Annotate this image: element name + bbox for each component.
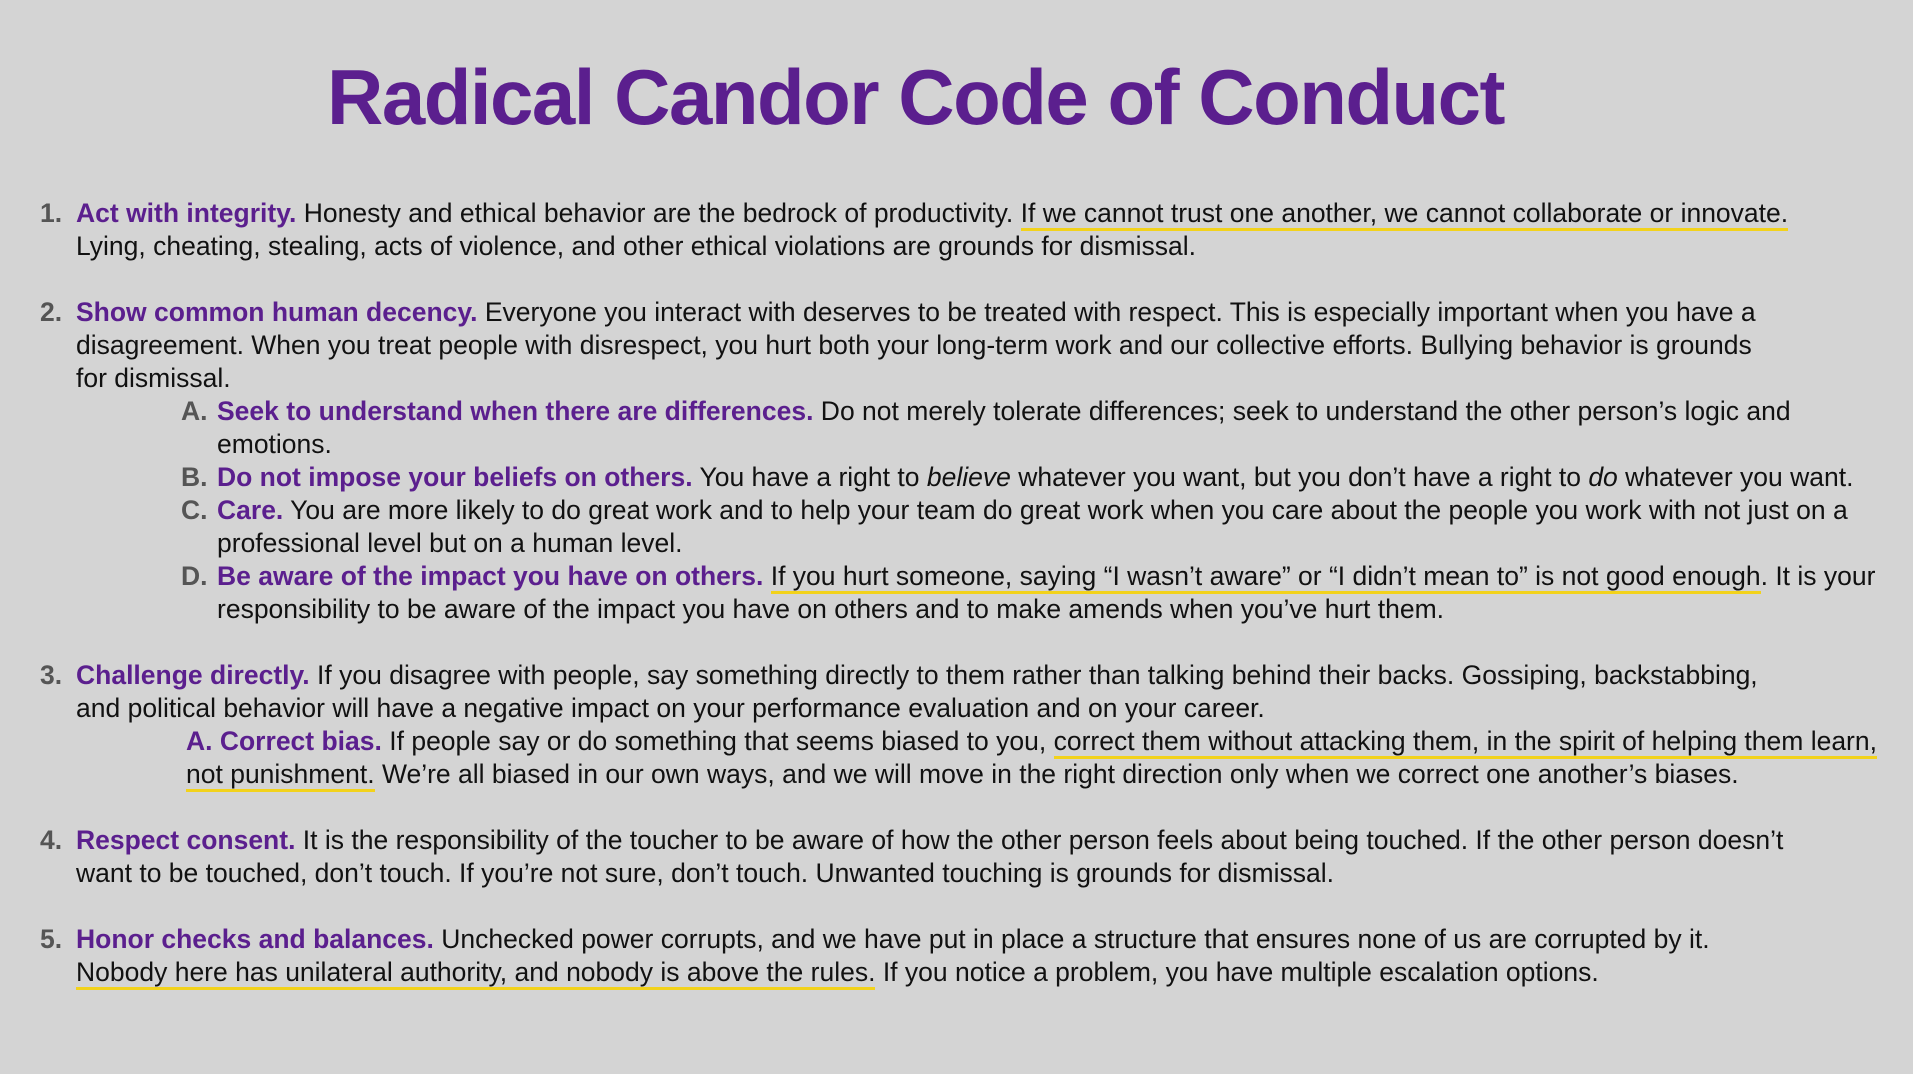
list-item-3: 3. Challenge directly. If you disagree w… xyxy=(0,659,1790,725)
item-number: 4. xyxy=(40,825,63,855)
sub-item-text: You are more likely to do great work and… xyxy=(217,495,1848,558)
item-heading: Show common human decency. xyxy=(76,297,478,327)
item-text: Honesty and ethical behavior are the bed… xyxy=(296,198,1021,228)
item-number: 2. xyxy=(40,297,63,327)
highlighted-text: Nobody here has unilateral authority, an… xyxy=(76,957,876,990)
item-text: Unchecked power corrupts, and we have pu… xyxy=(433,924,1710,954)
page-title: Radical Candor Code of Conduct xyxy=(327,53,1506,141)
item-text: It is the responsibility of the toucher … xyxy=(76,825,1784,888)
item-heading: Act with integrity. xyxy=(76,198,297,228)
sub-item-text: whatever you want, but you don’t have a … xyxy=(1010,462,1589,492)
sub-item-letter: D. xyxy=(181,561,208,591)
sub-item-letter: A. xyxy=(181,396,208,426)
emphasis-text: do xyxy=(1588,462,1618,492)
sub-item-letter: C. xyxy=(181,495,208,525)
sub-item-heading: A. Correct bias. xyxy=(186,726,382,756)
sub-item-text: Do not merely tolerate differences; seek… xyxy=(217,396,1791,459)
highlighted-text: If we cannot trust one another, we canno… xyxy=(1020,198,1789,231)
code-of-conduct-list: 1. Act with integrity. Honesty and ethic… xyxy=(0,197,1913,1022)
sub-item-heading: Seek to understand when there are differ… xyxy=(217,396,814,426)
item-text: Lying, cheating, stealing, acts of viole… xyxy=(76,231,1197,261)
item-heading: Respect consent. xyxy=(76,825,296,855)
sub-item-2a: A. Seek to understand when there are dif… xyxy=(0,395,1900,461)
sub-item-text: . It is your responsibility to be aware … xyxy=(217,561,1876,624)
sub-item-heading: Care. xyxy=(217,495,284,525)
item-number: 3. xyxy=(40,660,63,690)
list-item-1: 1. Act with integrity. Honesty and ethic… xyxy=(0,197,1790,263)
sub-item-letter: B. xyxy=(181,462,208,492)
sub-item-2c: C. Care. You are more likely to do great… xyxy=(0,494,1900,560)
item-text: If you disagree with people, say somethi… xyxy=(76,660,1758,723)
sub-item-text xyxy=(763,561,770,591)
sub-item-heading: Be aware of the impact you have on other… xyxy=(217,561,764,591)
list-item-2: 2. Show common human decency. Everyone y… xyxy=(0,296,1790,395)
item-number: 1. xyxy=(40,198,63,228)
sub-item-2b: B. Do not impose your beliefs on others.… xyxy=(0,461,1900,494)
sub-item-2d: D. Be aware of the impact you have on ot… xyxy=(0,560,1900,626)
sub-item-text: You have a right to xyxy=(692,462,927,492)
item-heading: Challenge directly. xyxy=(76,660,310,690)
highlighted-text: If you hurt someone, saying “I wasn’t aw… xyxy=(770,561,1761,594)
sub-item-text: We’re all biased in our own ways, and we… xyxy=(374,759,1739,789)
item-heading: Honor checks and balances. xyxy=(76,924,434,954)
item-text: Everyone you interact with deserves to b… xyxy=(76,297,1756,393)
highlighted-text: correct them without attacking them, in … xyxy=(186,726,1877,792)
emphasis-text: believe xyxy=(926,462,1011,492)
sub-item-3a: A. Correct bias. If people say or do som… xyxy=(0,725,1880,792)
list-item-5: 5. Honor checks and balances. Unchecked … xyxy=(0,923,1790,990)
item-text: If you notice a problem, you have multip… xyxy=(875,957,1599,987)
list-item-4: 4. Respect consent. It is the responsibi… xyxy=(0,824,1790,890)
sub-item-heading: Do not impose your beliefs on others. xyxy=(217,462,693,492)
item-number: 5. xyxy=(40,924,63,954)
sub-item-text: If people say or do something that seems… xyxy=(381,726,1054,756)
sub-item-text: whatever you want. xyxy=(1617,462,1854,492)
